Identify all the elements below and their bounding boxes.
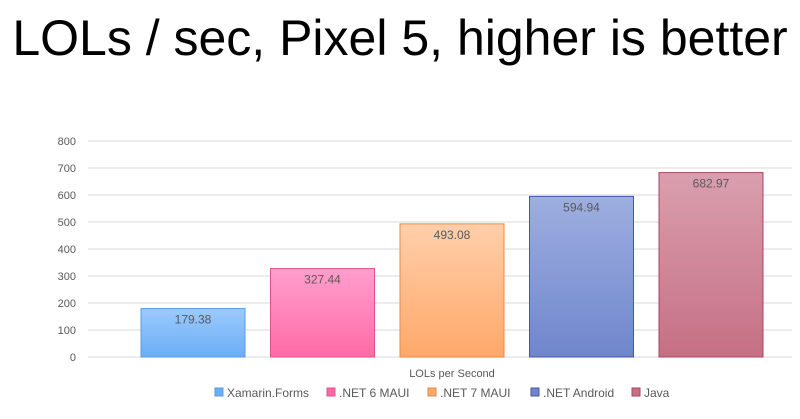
y-tick-label: 100 — [58, 325, 76, 337]
x-axis-label: LOLs per Second — [409, 368, 495, 380]
bar-net-6-maui — [270, 268, 375, 358]
legend-entry: Xamarin.Forms — [227, 386, 309, 400]
data-label: 594.94 — [563, 200, 600, 214]
bar-java — [658, 172, 764, 358]
data-labels: 179.38 327.44 493.08 594.94 682.97 — [175, 177, 730, 327]
bar-net-android — [529, 195, 634, 358]
legend-entry: .NET 6 MAUI — [339, 386, 409, 400]
y-tick-label: 800 — [58, 136, 76, 148]
data-label: 327.44 — [304, 273, 341, 287]
legend-entry: .NET Android — [543, 386, 614, 400]
legend-swatch — [427, 387, 437, 397]
bars — [140, 172, 764, 358]
data-label: 682.97 — [693, 177, 730, 191]
bar-xamarin-forms — [140, 308, 246, 358]
y-tick-label: 200 — [58, 298, 76, 310]
y-tick-label: 700 — [58, 163, 76, 175]
data-label: 493.08 — [434, 228, 471, 242]
legend-swatch — [326, 387, 336, 397]
legend-swatch — [631, 387, 641, 397]
y-axis-ticks: 0 100 200 300 400 500 600 700 800 — [58, 136, 76, 364]
bar-net-7-maui — [399, 223, 505, 358]
legend-swatch — [214, 387, 224, 397]
legend: Xamarin.Forms .NET 6 MAUI .NET 7 MAUI .NET … — [214, 386, 670, 400]
legend-swatch — [530, 387, 540, 397]
chart-title: LOLs / sec, Pixel 5, higher is better — [12, 10, 788, 66]
y-tick-label: 0 — [70, 352, 76, 364]
y-tick-label: 400 — [58, 244, 76, 256]
legend-entry: Java — [644, 386, 670, 400]
y-tick-label: 300 — [58, 271, 76, 283]
data-label: 179.38 — [175, 313, 212, 327]
y-tick-label: 500 — [58, 217, 76, 229]
y-tick-label: 600 — [58, 190, 76, 202]
legend-entry: .NET 7 MAUI — [440, 386, 510, 400]
